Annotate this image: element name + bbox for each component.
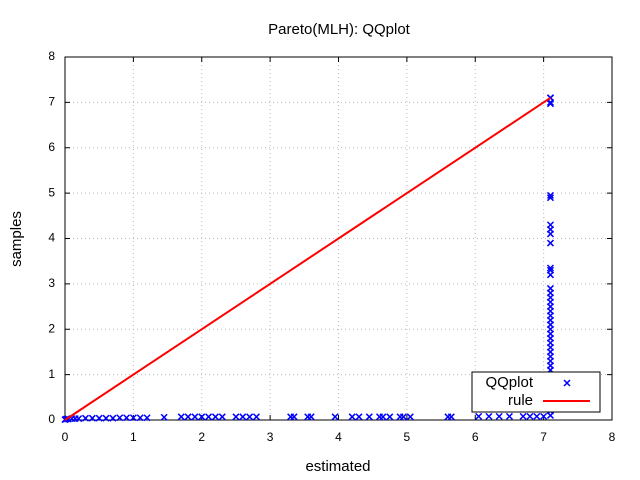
point (218, 413, 226, 421)
x-tick-label: 2 (198, 430, 205, 444)
point (406, 413, 414, 421)
point (505, 412, 513, 420)
point (95, 414, 103, 422)
point (88, 414, 96, 422)
point (136, 414, 144, 422)
y-tick-label: 7 (48, 95, 55, 109)
point (211, 413, 219, 421)
point (399, 413, 407, 421)
x-tick-label: 0 (62, 430, 69, 444)
y-tick-label: 8 (48, 49, 55, 63)
point (546, 194, 554, 202)
point (485, 412, 493, 420)
x-tick-label: 3 (267, 430, 274, 444)
point (546, 264, 554, 272)
point (519, 412, 527, 420)
chart-title: Pareto(MLH): QQplot (268, 21, 411, 38)
point (546, 284, 554, 292)
point (546, 221, 554, 229)
x-axis-label: estimated (305, 458, 370, 475)
point (184, 413, 192, 421)
y-tick-label: 0 (48, 412, 55, 426)
line (64, 97, 552, 421)
point (232, 413, 240, 421)
point (379, 413, 387, 421)
point (191, 413, 199, 421)
point (246, 413, 254, 421)
point (546, 266, 554, 274)
x-tick-label: 5 (404, 430, 411, 444)
point (307, 413, 315, 421)
point (365, 413, 373, 421)
point (177, 413, 185, 421)
point (546, 100, 554, 108)
point (75, 415, 83, 423)
legend-label: rule (508, 392, 533, 409)
point (109, 414, 117, 422)
point (239, 413, 247, 421)
x-tick-label: 8 (609, 430, 616, 444)
point (123, 414, 131, 422)
y-tick-label: 6 (48, 140, 55, 154)
y-tick-label: 2 (48, 321, 55, 335)
x-tick-label: 1 (130, 430, 137, 444)
point (129, 414, 137, 422)
y-tick-label: 4 (48, 231, 55, 245)
legend-swatch (563, 379, 571, 387)
point (102, 414, 110, 422)
point (348, 413, 356, 421)
point (355, 413, 363, 421)
point (526, 412, 534, 420)
point (198, 413, 206, 421)
point (160, 413, 168, 421)
legend-box (471, 371, 601, 413)
point (495, 412, 503, 420)
legend-label: QQplot (485, 374, 533, 391)
y-tick-label: 5 (48, 185, 55, 199)
y-tick-label: 1 (48, 367, 55, 381)
point (290, 413, 298, 421)
point (386, 413, 394, 421)
x-tick-label: 4 (335, 430, 342, 444)
point (116, 414, 124, 422)
point (533, 412, 541, 420)
point (540, 412, 548, 420)
point (475, 412, 483, 420)
x-tick-label: 7 (540, 430, 547, 444)
point (143, 414, 151, 422)
y-tick-label: 3 (48, 276, 55, 290)
point (546, 239, 554, 247)
x-tick-label: 6 (472, 430, 479, 444)
point (447, 413, 455, 421)
point (81, 414, 90, 422)
point (546, 191, 554, 199)
plot-frame (64, 56, 613, 421)
point (331, 413, 339, 421)
point (205, 413, 213, 421)
point (252, 413, 260, 421)
y-axis-label: samples (8, 211, 25, 267)
